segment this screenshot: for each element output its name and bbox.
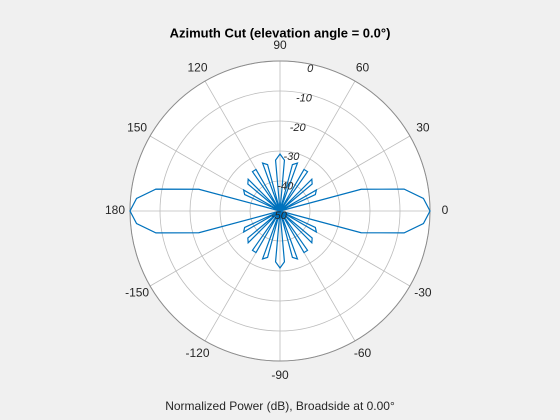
theta-tick-label: 120: [187, 60, 207, 74]
theta-tick-label: 60: [356, 60, 370, 74]
r-tick-label: -50: [271, 210, 288, 222]
theta-tick-label: -90: [271, 368, 289, 382]
theta-tick-label: -150: [125, 286, 149, 300]
ring-line: [189, 120, 371, 302]
chart-title: Azimuth Cut (elevation angle = 0.0°): [170, 25, 391, 40]
r-tick-label: -30: [283, 151, 300, 163]
ring-line: [249, 180, 311, 242]
theta-tick-label: 180: [105, 203, 125, 217]
theta-tick-label: 150: [127, 121, 147, 135]
theta-tick-label: 90: [273, 38, 287, 52]
theta-tick-label: -30: [414, 286, 432, 300]
r-tick-label: 0: [307, 63, 314, 75]
x-axis-label: Normalized Power (dB), Broadside at 0.00…: [165, 399, 395, 413]
theta-tick-label: 0: [442, 203, 449, 217]
r-tick-label: -20: [290, 122, 307, 134]
pattern-line: [129, 152, 431, 270]
ring-line: [159, 90, 401, 332]
ring-line: [219, 150, 341, 272]
r-tick-label: -10: [296, 92, 313, 104]
theta-tick-label: -60: [354, 346, 372, 360]
theta-tick-label: 30: [416, 121, 430, 135]
r-tick-label: -40: [277, 180, 294, 192]
theta-tick-label: -120: [185, 346, 209, 360]
